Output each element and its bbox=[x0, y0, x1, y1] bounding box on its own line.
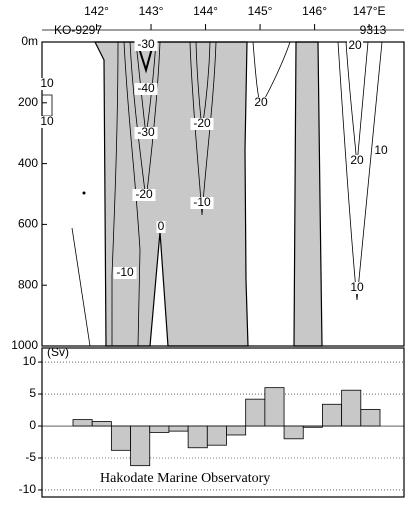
contour-line bbox=[123, 41, 141, 347]
marker bbox=[82, 191, 86, 195]
contour-label: 20 bbox=[350, 153, 364, 167]
x-tick-label: 146° bbox=[302, 4, 327, 18]
bar bbox=[187, 425, 208, 449]
y-tick-label: 0m bbox=[21, 34, 38, 48]
bar bbox=[360, 408, 381, 427]
contour-label-bg bbox=[253, 97, 269, 109]
contour-label: -20 bbox=[193, 116, 211, 130]
plot-frame bbox=[41, 347, 405, 498]
x-tick-label: 145° bbox=[248, 4, 273, 18]
y-tick-label: 0 bbox=[29, 418, 36, 432]
y-tick-label: 800 bbox=[18, 277, 38, 291]
x-tick-label: 142° bbox=[84, 4, 109, 18]
bar bbox=[322, 403, 343, 427]
y-tick-label: 600 bbox=[18, 217, 38, 231]
contour-line bbox=[189, 41, 217, 216]
annotation: Hakodate Marine Observatory bbox=[100, 471, 270, 486]
contour-label-bg bbox=[347, 40, 363, 52]
contour-label: 10 bbox=[350, 280, 364, 294]
y-tick-label: -10 bbox=[19, 482, 37, 496]
contour-label: 20 bbox=[348, 38, 362, 52]
bar bbox=[110, 425, 131, 451]
x-tick-label: 143° bbox=[139, 4, 164, 18]
contour-label: 10 bbox=[40, 114, 54, 128]
x-tick-label: 147°E bbox=[353, 4, 386, 18]
contour-label-bg bbox=[156, 221, 166, 233]
y-tick-label: 1000 bbox=[11, 338, 38, 352]
contour-label-bg bbox=[113, 267, 137, 279]
contour-label-bg bbox=[349, 282, 365, 294]
contour-label-bg bbox=[39, 78, 55, 90]
bar bbox=[245, 398, 266, 427]
bar bbox=[72, 419, 93, 427]
bar bbox=[130, 425, 151, 467]
contour-label-bg bbox=[132, 189, 156, 201]
contour-label: 0 bbox=[158, 219, 165, 233]
plot-frame bbox=[41, 41, 405, 347]
bar bbox=[206, 425, 227, 446]
contour-label-bg bbox=[134, 127, 158, 139]
bar bbox=[91, 421, 112, 427]
contour-label: -10 bbox=[116, 265, 134, 279]
y-tick-label: 400 bbox=[18, 156, 38, 170]
contour-label-bg bbox=[134, 83, 158, 95]
y-tick-label: 200 bbox=[18, 95, 38, 109]
y-tick-label: 5 bbox=[29, 386, 36, 400]
contour-label-bg bbox=[373, 145, 389, 157]
contour-label: 20 bbox=[254, 95, 268, 109]
y-tick-label: -5 bbox=[25, 450, 36, 464]
bar bbox=[226, 425, 247, 436]
contour-label: -30 bbox=[137, 125, 155, 139]
y-axis-label: (Sv) bbox=[47, 345, 69, 359]
contour-line bbox=[71, 227, 91, 347]
contour-line bbox=[111, 41, 119, 346]
contour-label: -20 bbox=[135, 187, 153, 201]
contour-label-bg bbox=[134, 39, 158, 51]
bar bbox=[264, 387, 285, 427]
contour-line bbox=[138, 47, 153, 74]
contour-label-bg bbox=[190, 118, 214, 130]
contour-label: 10 bbox=[374, 143, 388, 157]
contour-label-bg bbox=[190, 197, 214, 209]
negative-region bbox=[293, 41, 323, 347]
station-label: 9313 bbox=[360, 23, 387, 37]
bar bbox=[302, 425, 323, 428]
bar bbox=[149, 425, 170, 433]
x-tick-label: 144° bbox=[193, 4, 218, 18]
contour-label-bg bbox=[349, 155, 365, 167]
bar bbox=[283, 425, 304, 440]
section-shapes bbox=[42, 41, 383, 347]
contour-label: -30 bbox=[137, 37, 155, 51]
contour-label: -40 bbox=[137, 81, 155, 95]
y-tick-label: 10 bbox=[23, 354, 37, 368]
bar bbox=[341, 389, 362, 427]
contour-label-bg bbox=[39, 116, 55, 128]
contour-line bbox=[337, 41, 383, 301]
station-label: KO-9297 bbox=[54, 23, 102, 37]
contour-label: 10 bbox=[40, 76, 54, 90]
bar bbox=[168, 425, 189, 432]
contour-label: -10 bbox=[193, 195, 211, 209]
contour-line bbox=[42, 94, 53, 117]
contour-line bbox=[345, 41, 369, 166]
